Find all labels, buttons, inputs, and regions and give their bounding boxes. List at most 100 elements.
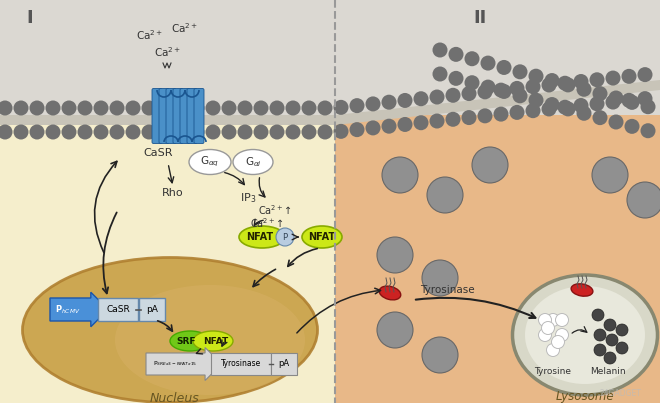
FancyBboxPatch shape: [139, 298, 165, 321]
Circle shape: [333, 124, 348, 139]
Circle shape: [46, 125, 61, 139]
Circle shape: [640, 123, 655, 138]
Circle shape: [350, 122, 364, 137]
Circle shape: [302, 125, 317, 139]
Circle shape: [616, 342, 628, 354]
Circle shape: [525, 103, 541, 118]
Circle shape: [640, 99, 655, 114]
Text: Lysosome: Lysosome: [556, 390, 614, 403]
Circle shape: [158, 125, 172, 139]
FancyBboxPatch shape: [271, 353, 297, 375]
Circle shape: [414, 115, 428, 130]
Circle shape: [529, 93, 543, 108]
Ellipse shape: [115, 285, 305, 395]
Text: Ca$^{2+}$↑: Ca$^{2+}$↑: [250, 216, 284, 230]
Text: II: II: [473, 9, 486, 27]
Circle shape: [449, 47, 463, 62]
Circle shape: [558, 100, 572, 115]
Circle shape: [609, 114, 624, 129]
Circle shape: [381, 95, 397, 110]
Circle shape: [94, 125, 108, 139]
Text: P$_{SREx3-NFATx15}$: P$_{SREx3-NFATx15}$: [153, 359, 197, 368]
Circle shape: [552, 336, 564, 349]
Ellipse shape: [513, 275, 657, 395]
Circle shape: [622, 93, 636, 108]
Circle shape: [61, 125, 77, 139]
Circle shape: [174, 125, 189, 139]
Circle shape: [477, 84, 492, 100]
Circle shape: [189, 100, 205, 116]
Circle shape: [594, 344, 606, 356]
Text: Ca$^{2+}$↑: Ca$^{2+}$↑: [258, 203, 292, 217]
Text: I: I: [26, 9, 33, 27]
Text: P$_{hCMV}$: P$_{hCMV}$: [55, 303, 81, 316]
Circle shape: [576, 106, 591, 121]
Circle shape: [222, 100, 236, 116]
Circle shape: [560, 77, 576, 92]
Circle shape: [125, 100, 141, 116]
Circle shape: [253, 100, 269, 116]
FancyBboxPatch shape: [98, 298, 138, 321]
Circle shape: [269, 100, 284, 116]
Circle shape: [286, 100, 300, 116]
Ellipse shape: [189, 150, 231, 174]
Circle shape: [61, 100, 77, 116]
FancyBboxPatch shape: [173, 89, 183, 143]
Circle shape: [430, 114, 444, 129]
Text: Tyrosinase: Tyrosinase: [221, 359, 261, 368]
Circle shape: [494, 107, 508, 122]
Ellipse shape: [193, 331, 233, 351]
Circle shape: [141, 125, 156, 139]
Circle shape: [317, 100, 333, 116]
Ellipse shape: [302, 226, 342, 248]
Circle shape: [544, 97, 560, 112]
Ellipse shape: [627, 182, 660, 218]
Circle shape: [397, 93, 412, 108]
Circle shape: [238, 100, 253, 116]
Circle shape: [286, 125, 300, 139]
Circle shape: [480, 79, 496, 95]
Circle shape: [205, 125, 220, 139]
Text: Ca$^{2+}$: Ca$^{2+}$: [137, 28, 164, 42]
Circle shape: [558, 76, 572, 91]
Circle shape: [94, 100, 108, 116]
Circle shape: [414, 91, 428, 106]
Ellipse shape: [525, 286, 645, 384]
Ellipse shape: [427, 177, 463, 213]
Circle shape: [317, 125, 333, 139]
FancyBboxPatch shape: [211, 353, 271, 375]
Text: Melanin: Melanin: [590, 368, 626, 376]
FancyBboxPatch shape: [50, 292, 108, 327]
Circle shape: [609, 91, 624, 106]
Circle shape: [529, 69, 543, 84]
Circle shape: [461, 86, 477, 101]
Circle shape: [541, 77, 556, 92]
Circle shape: [446, 88, 461, 103]
Text: CaSR: CaSR: [106, 305, 130, 314]
Circle shape: [276, 228, 294, 246]
Circle shape: [141, 100, 156, 116]
Text: pA: pA: [146, 305, 158, 314]
Ellipse shape: [379, 286, 401, 300]
Text: Rho: Rho: [162, 188, 184, 198]
Circle shape: [110, 125, 125, 139]
Circle shape: [46, 100, 61, 116]
Circle shape: [302, 100, 317, 116]
FancyBboxPatch shape: [180, 89, 190, 143]
Circle shape: [622, 69, 636, 84]
Circle shape: [366, 96, 381, 111]
Circle shape: [222, 125, 236, 139]
Circle shape: [589, 96, 605, 111]
Ellipse shape: [239, 226, 285, 248]
Text: Tyrosine: Tyrosine: [535, 368, 572, 376]
Bar: [335, 115, 660, 403]
Ellipse shape: [422, 337, 458, 373]
Ellipse shape: [377, 312, 413, 348]
Circle shape: [0, 100, 13, 116]
Circle shape: [544, 73, 560, 88]
Circle shape: [605, 95, 620, 110]
Circle shape: [605, 71, 620, 85]
Circle shape: [513, 88, 527, 103]
Circle shape: [593, 86, 607, 101]
Circle shape: [238, 125, 253, 139]
